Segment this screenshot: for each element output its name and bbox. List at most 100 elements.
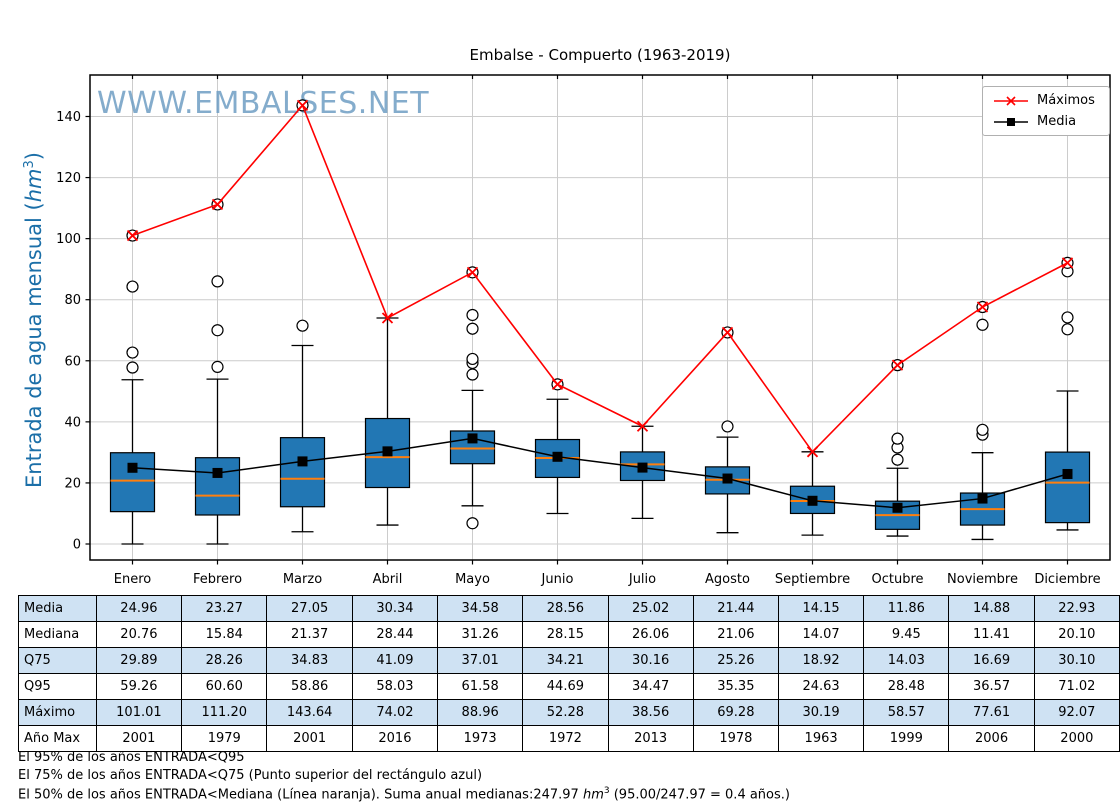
media-marker [467, 433, 478, 444]
table-cell: 30.16 [607, 647, 694, 674]
maximos-marker [1061, 257, 1074, 269]
table-cell: 28.15 [522, 621, 609, 648]
table-cell: 11.86 [863, 595, 950, 622]
boxplot-septiembre [789, 451, 836, 536]
y-tick-label: 140 [56, 110, 81, 125]
x-tick-label: Agosto [705, 572, 750, 587]
table-cell: 92.07 [1033, 699, 1120, 726]
table-cell: 24.96 [95, 595, 183, 622]
boxplot-enero [109, 229, 156, 545]
stats-table-body: Media 24.96 23.27 27.05 30.34 34.58 28.56 25.02… [18, 595, 1120, 752]
table-cell: 101.01 [95, 699, 183, 726]
table-cell: 34.47 [607, 673, 694, 700]
row-label: Q95 [18, 673, 97, 700]
table-cell: 28.26 [181, 647, 268, 674]
table-cell: 1963 [777, 725, 865, 752]
footnote-q95: El 95% de los años ENTRADA<Q95 [18, 750, 245, 765]
axis-labels: 0 20 40 60 80 100 120 140 Enero Febrero Marzo Abril… [56, 110, 1101, 587]
table-cell: 21.44 [692, 595, 779, 622]
table-cell: 28.48 [863, 673, 950, 700]
table-cell: 143.64 [266, 699, 353, 726]
table-cell: 30.10 [1033, 647, 1120, 674]
table-cell: 37.01 [437, 647, 524, 674]
table-cell: 11.41 [948, 621, 1035, 648]
maximos-marker [551, 378, 564, 390]
table-cell: 24.63 [777, 673, 865, 700]
table-cell: 20.10 [1033, 621, 1120, 648]
box [194, 457, 241, 516]
legend-item-maximos: Máximos [993, 93, 1101, 108]
table-row-año-max: Año Max 2001 1979 2001 2016 1973 1972 2013 1978 1… [18, 725, 1120, 752]
row-label: Mediana [18, 621, 97, 648]
outlier-point [891, 453, 904, 466]
boxplot-abril [364, 317, 411, 526]
table-cell: 58.57 [863, 699, 950, 726]
table-cell: 22.93 [1033, 595, 1120, 622]
table-cell: 30.34 [351, 595, 439, 622]
table-cell: 29.89 [95, 647, 183, 674]
footnote-unit: hm [582, 787, 604, 803]
outlier-point [296, 319, 309, 332]
table-cell: 38.56 [607, 699, 694, 726]
table-cell: 14.03 [863, 647, 950, 674]
table-cell: 21.37 [266, 621, 353, 648]
x-tick-label: Junio [541, 572, 574, 587]
legend-label-maximos: Máximos [1037, 93, 1095, 108]
table-cell: 26.06 [607, 621, 694, 648]
table-row-media: Media 24.96 23.27 27.05 30.34 34.58 28.56 25.02… [18, 595, 1120, 622]
table-cell: 1999 [863, 725, 950, 752]
table-cell: 14.88 [948, 595, 1035, 622]
outlier-point [126, 280, 139, 293]
table-cell: 34.21 [522, 647, 609, 674]
outlier-point [721, 420, 734, 433]
table-cell: 36.57 [948, 673, 1035, 700]
y-tick-label: 0 [73, 538, 81, 553]
outlier-point [211, 275, 224, 288]
y-tick-label: 100 [56, 232, 81, 247]
x-tick-label: Mayo [455, 572, 490, 587]
outlier-point [1061, 311, 1074, 324]
table-cell: 2000 [1033, 725, 1120, 752]
table-cell: 16.69 [948, 647, 1035, 674]
media-marker [637, 462, 648, 473]
x-tick-label: Marzo [283, 572, 322, 587]
y-tick-label: 40 [64, 415, 81, 430]
table-cell: 34.83 [266, 647, 353, 674]
outlier-point [466, 368, 479, 381]
maximos-marker [636, 420, 649, 432]
media-marker [722, 473, 733, 484]
boxplot-chart: WWW.EMBALSES.NET 0 20 40 60 80 100 120 140 Enero F… [56, 74, 1111, 587]
plot-border [89, 74, 1111, 561]
table-cell: 25.26 [692, 647, 779, 674]
maximos-marker [976, 301, 989, 313]
x-tick-label: Septiembre [775, 572, 850, 587]
boxplot-mayo [449, 266, 496, 530]
boxplot-febrero [194, 198, 241, 545]
x-tick-label: Noviembre [947, 572, 1018, 587]
outlier-point [466, 352, 479, 366]
table-cell: 2006 [948, 725, 1035, 752]
table-cell: 77.61 [948, 699, 1035, 726]
box [109, 452, 156, 513]
table-row-q75: Q75 29.89 28.26 34.83 41.09 37.01 34.21 30.16 25… [18, 647, 1120, 674]
outlier-point [126, 346, 139, 359]
y-tick-label: 20 [64, 476, 81, 491]
table-cell: 2013 [607, 725, 694, 752]
table-cell: 2001 [266, 725, 353, 752]
maximos-marker [126, 229, 139, 242]
table-cell: 61.58 [437, 673, 524, 700]
box [1044, 451, 1091, 524]
maximos-marker [296, 99, 309, 112]
table-cell: 35.35 [692, 673, 779, 700]
table-cell: 14.07 [777, 621, 865, 648]
outlier-point [211, 324, 224, 337]
maximos-series [126, 99, 1074, 458]
stats-table: Media 24.96 23.27 27.05 30.34 34.58 28.56 25.02… [18, 595, 1120, 752]
row-label: Año Max [18, 725, 97, 752]
media-marker [127, 462, 138, 473]
media-marker [807, 495, 818, 506]
table-cell: 88.96 [437, 699, 524, 726]
table-cell: 58.03 [351, 673, 439, 700]
table-row-mediana: Mediana 20.76 15.84 21.37 28.44 31.26 28.15 26.… [18, 621, 1120, 648]
